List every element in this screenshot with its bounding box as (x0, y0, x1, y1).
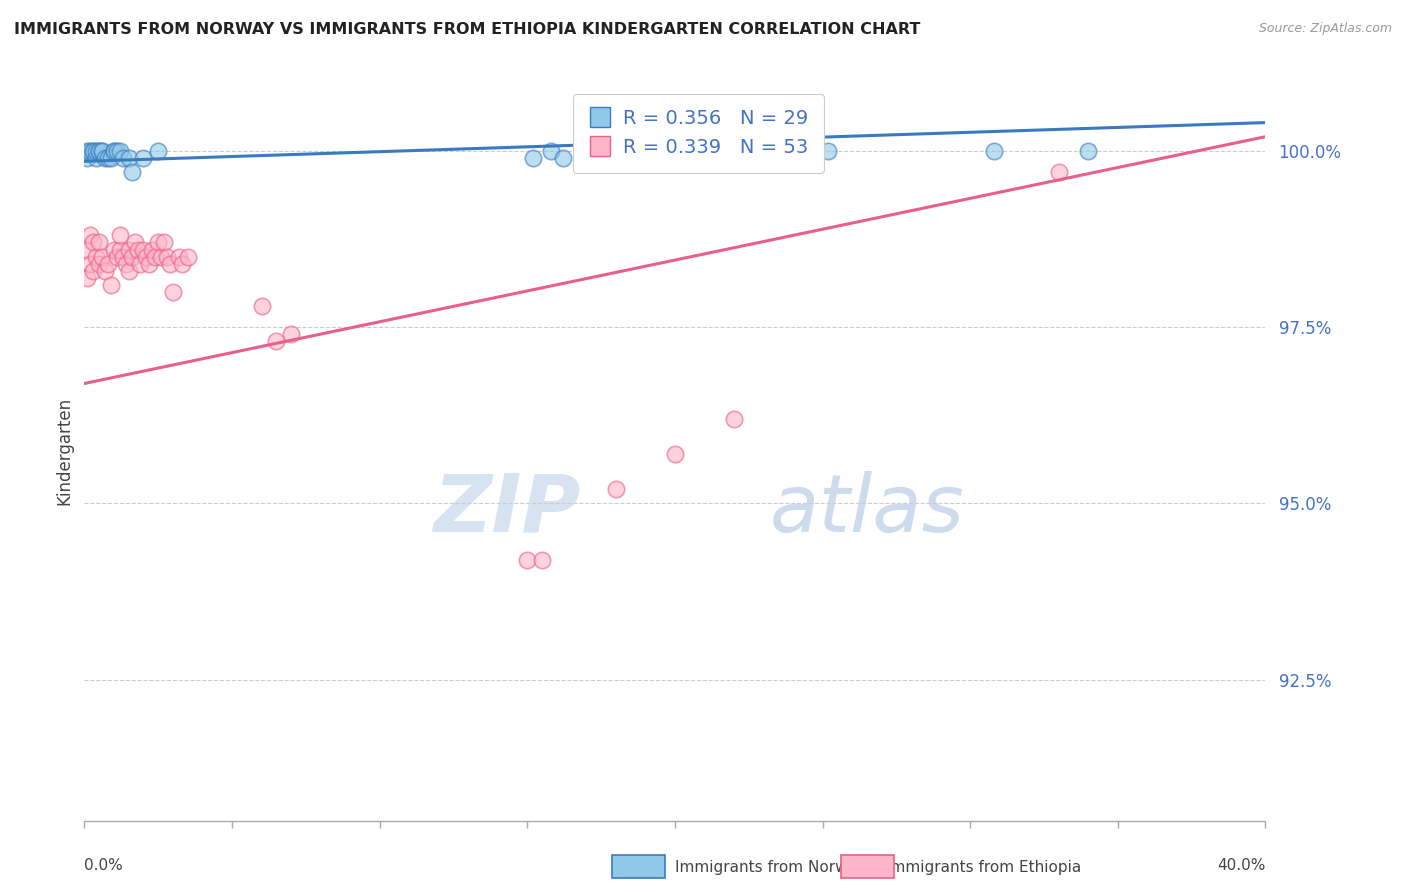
Point (76, 270, 98, 285)
Point (127, 243, 149, 257)
Text: Source: ZipAtlas.com: Source: ZipAtlas.com (1258, 22, 1392, 36)
Text: 40.0%: 40.0% (1218, 858, 1265, 872)
Point (111, 250, 134, 264)
Point (91, 144, 114, 158)
Point (108, 243, 131, 257)
Point (153, 235, 176, 250)
Point (100, 277, 122, 292)
Point (87, 144, 111, 158)
Point (87, 257, 111, 271)
Point (103, 243, 125, 257)
Text: IMMIGRANTS FROM NORWAY VS IMMIGRANTS FROM ETHIOPIA KINDERGARTEN CORRELATION CHAR: IMMIGRANTS FROM NORWAY VS IMMIGRANTS FRO… (14, 22, 921, 37)
Point (105, 250, 128, 264)
Point (664, 447, 686, 461)
Point (118, 243, 141, 257)
Text: ZIP: ZIP (433, 471, 581, 549)
Y-axis label: Kindergarten: Kindergarten (55, 396, 73, 505)
Point (138, 257, 160, 271)
Point (148, 235, 170, 250)
Point (135, 250, 157, 264)
Point (817, 144, 839, 158)
Point (100, 151, 122, 165)
Point (79, 228, 101, 243)
Point (82, 263, 104, 277)
Point (82, 235, 104, 250)
Point (143, 250, 166, 264)
Point (103, 144, 125, 158)
Point (118, 151, 141, 165)
Point (516, 553, 538, 567)
Point (167, 250, 190, 264)
Point (94, 151, 117, 165)
Point (84, 151, 107, 165)
Point (76, 151, 98, 165)
Point (87, 144, 111, 158)
Point (551, 151, 574, 165)
Point (97, 151, 120, 165)
Point (121, 250, 143, 264)
Point (76, 243, 98, 257)
Point (540, 144, 562, 158)
Point (1077, 144, 1099, 158)
Point (121, 165, 143, 179)
Point (94, 263, 117, 277)
Point (97, 257, 120, 271)
Point (156, 250, 179, 264)
Point (605, 482, 627, 496)
Point (170, 257, 193, 271)
Point (723, 411, 745, 425)
Point (79, 144, 101, 158)
Point (91, 250, 114, 264)
Point (983, 144, 1005, 158)
Point (264, 334, 288, 348)
Point (124, 235, 146, 250)
Point (148, 144, 170, 158)
Text: Immigrants from Norway: Immigrants from Norway (675, 860, 866, 874)
Point (1047, 165, 1070, 179)
Point (250, 299, 273, 313)
Point (82, 144, 104, 158)
Point (280, 327, 302, 342)
Point (103, 144, 125, 158)
Point (159, 257, 181, 271)
Point (84, 250, 107, 264)
Point (150, 250, 173, 264)
Point (84, 144, 107, 158)
Point (132, 151, 155, 165)
Point (108, 144, 131, 158)
Point (87, 235, 111, 250)
Point (522, 151, 544, 165)
Text: Immigrants from Ethiopia: Immigrants from Ethiopia (886, 860, 1081, 874)
Point (76, 144, 98, 158)
Point (79, 257, 101, 271)
Point (111, 151, 134, 165)
Point (129, 257, 152, 271)
Point (162, 285, 184, 299)
Point (132, 243, 155, 257)
Point (141, 243, 163, 257)
Point (105, 144, 128, 158)
Point (91, 144, 114, 158)
Point (177, 250, 200, 264)
Point (530, 553, 553, 567)
Point (118, 263, 141, 277)
Point (108, 228, 131, 243)
Text: atlas: atlas (769, 471, 965, 549)
Text: 0.0%: 0.0% (84, 858, 124, 872)
Legend: R = 0.356   N = 29, R = 0.339   N = 53: R = 0.356 N = 29, R = 0.339 N = 53 (572, 94, 824, 172)
Point (82, 144, 104, 158)
Point (114, 257, 136, 271)
